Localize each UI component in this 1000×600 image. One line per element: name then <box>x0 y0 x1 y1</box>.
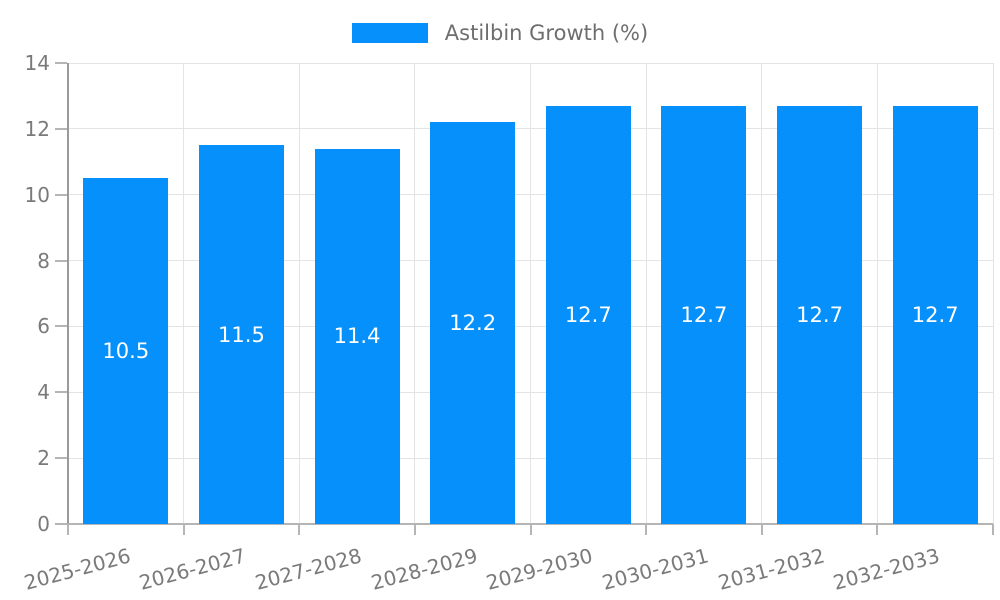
legend-label: Astilbin Growth (%) <box>444 21 649 45</box>
x-tick <box>645 524 648 535</box>
y-tick <box>55 523 67 525</box>
y-tick <box>55 259 67 262</box>
x-tick <box>760 524 763 535</box>
legend-swatch <box>351 23 428 43</box>
y-axis-line <box>67 63 69 524</box>
legend-item[interactable]: Astilbin Growth (%) <box>351 20 649 46</box>
x-tick <box>182 524 185 535</box>
y-tick <box>55 391 67 394</box>
x-tick <box>529 524 532 535</box>
y-tick <box>55 325 67 328</box>
bar-value-label: 11.4 <box>333 324 381 349</box>
bar <box>892 105 978 524</box>
y-axis-label: 12 <box>24 116 50 141</box>
x-gridline <box>183 63 185 524</box>
bar <box>545 105 631 524</box>
x-axis-line <box>68 523 993 525</box>
y-axis-label: 2 <box>37 446 50 471</box>
bar-value-label: 10.5 <box>102 339 150 364</box>
y-axis-label: 6 <box>37 314 50 339</box>
x-tick <box>298 524 301 535</box>
x-gridline <box>645 63 647 524</box>
x-gridline <box>992 63 994 524</box>
bar-value-label: 12.7 <box>564 302 612 327</box>
bar-value-label: 11.5 <box>218 322 265 347</box>
x-gridline <box>761 63 763 524</box>
x-tick <box>413 524 416 535</box>
bar <box>314 148 400 524</box>
y-axis-label: 10 <box>24 182 50 207</box>
y-axis-label: 0 <box>37 512 50 536</box>
bar <box>777 105 863 524</box>
y-axis-label: 4 <box>37 380 50 405</box>
bar <box>430 122 516 524</box>
y-axis-label: 8 <box>37 248 50 273</box>
y-tick <box>55 62 67 64</box>
x-tick <box>992 524 994 535</box>
legend: Astilbin Growth (%) <box>0 14 1000 52</box>
x-tick <box>67 524 69 535</box>
plot-area: 10.5 11.5 11.4 12.2 12.7 12.7 12.7 12.7 <box>55 62 994 535</box>
bar-value-label: 12.7 <box>796 302 843 327</box>
bar <box>198 145 284 524</box>
y-tick <box>55 127 67 130</box>
y-tick <box>55 457 67 460</box>
y-axis-label: 14 <box>24 51 50 75</box>
x-gridline <box>414 63 416 524</box>
x-gridline <box>530 63 531 524</box>
x-gridline <box>876 63 878 524</box>
bar <box>661 105 747 524</box>
y-tick <box>55 193 67 196</box>
bar-value-label: 12.7 <box>680 302 728 327</box>
x-gridline <box>298 63 300 524</box>
bar <box>83 178 169 524</box>
bar-value-label: 12.2 <box>449 311 497 336</box>
x-tick <box>876 524 879 535</box>
bar-value-label: 12.7 <box>911 302 959 327</box>
